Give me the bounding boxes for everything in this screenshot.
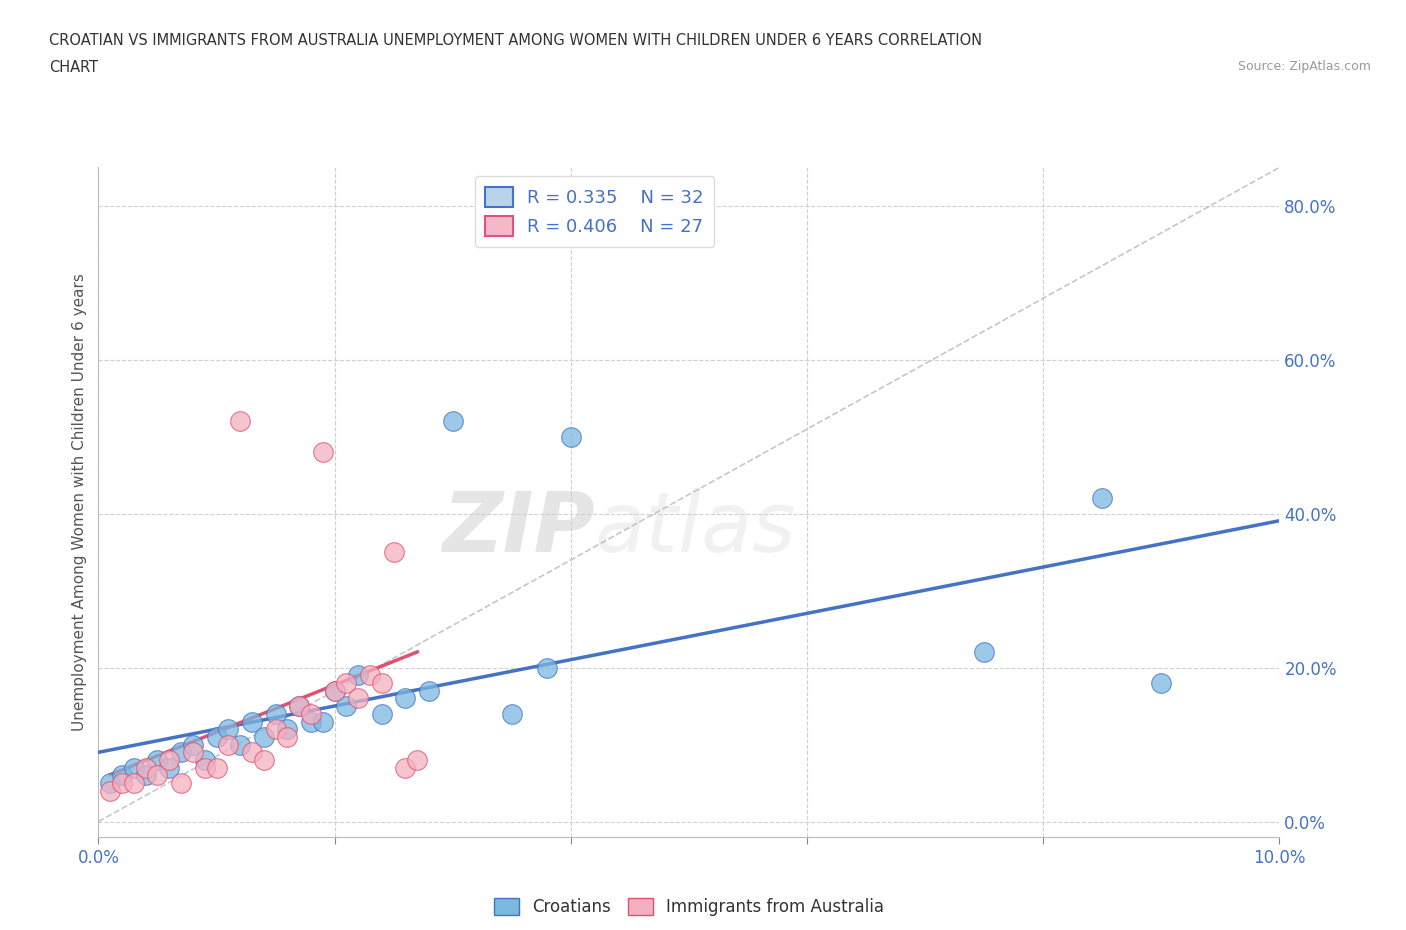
Point [1091,491,1114,506]
Y-axis label: Unemployment Among Women with Children Under 6 years: Unemployment Among Women with Children U… [72,273,87,731]
Point [288,698,311,713]
Point [312,714,335,729]
Point [98,776,121,790]
Point [170,776,193,790]
Point [253,752,276,767]
Point [170,745,193,760]
Point [111,776,134,790]
Text: Source: ZipAtlas.com: Source: ZipAtlas.com [1237,60,1371,73]
Point [135,768,157,783]
Point [264,722,287,737]
Point [382,545,405,560]
Point [299,714,322,729]
Text: CROATIAN VS IMMIGRANTS FROM AUSTRALIA UNEMPLOYMENT AMONG WOMEN WITH CHILDREN UND: CROATIAN VS IMMIGRANTS FROM AUSTRALIA UN… [49,33,983,47]
Point [217,737,239,752]
Point [240,745,263,760]
Point [323,684,346,698]
Text: CHART: CHART [49,60,98,75]
Point [406,752,429,767]
Point [299,707,322,722]
Point [229,737,252,752]
Point [335,698,357,713]
Point [98,783,121,798]
Text: ZIP: ZIP [441,488,595,569]
Point [217,722,239,737]
Point [359,668,381,683]
Point [323,684,346,698]
Point [122,776,145,790]
Point [229,414,252,429]
Legend: Croatians, Immigrants from Australia: Croatians, Immigrants from Australia [488,891,890,923]
Point [347,668,370,683]
Point [157,761,180,776]
Point [394,691,416,706]
Point [135,761,157,776]
Point [288,698,311,713]
Point [205,729,228,744]
Point [973,644,995,659]
Text: atlas: atlas [595,488,796,569]
Point [194,761,217,776]
Point [1150,675,1173,690]
Point [181,745,204,760]
Point [122,761,145,776]
Point [157,752,180,767]
Point [560,430,582,445]
Point [312,445,335,459]
Point [240,714,263,729]
Point [394,761,416,776]
Point [253,729,276,744]
Point [501,707,523,722]
Point [441,414,464,429]
Point [194,752,217,767]
Point [181,737,204,752]
Point [347,691,370,706]
Point [276,722,298,737]
Point [418,684,440,698]
Point [205,761,228,776]
Point [371,707,394,722]
Point [335,675,357,690]
Point [111,768,134,783]
Point [371,675,394,690]
Point [276,729,298,744]
Point [536,660,558,675]
Point [146,752,169,767]
Point [146,768,169,783]
Point [264,707,287,722]
